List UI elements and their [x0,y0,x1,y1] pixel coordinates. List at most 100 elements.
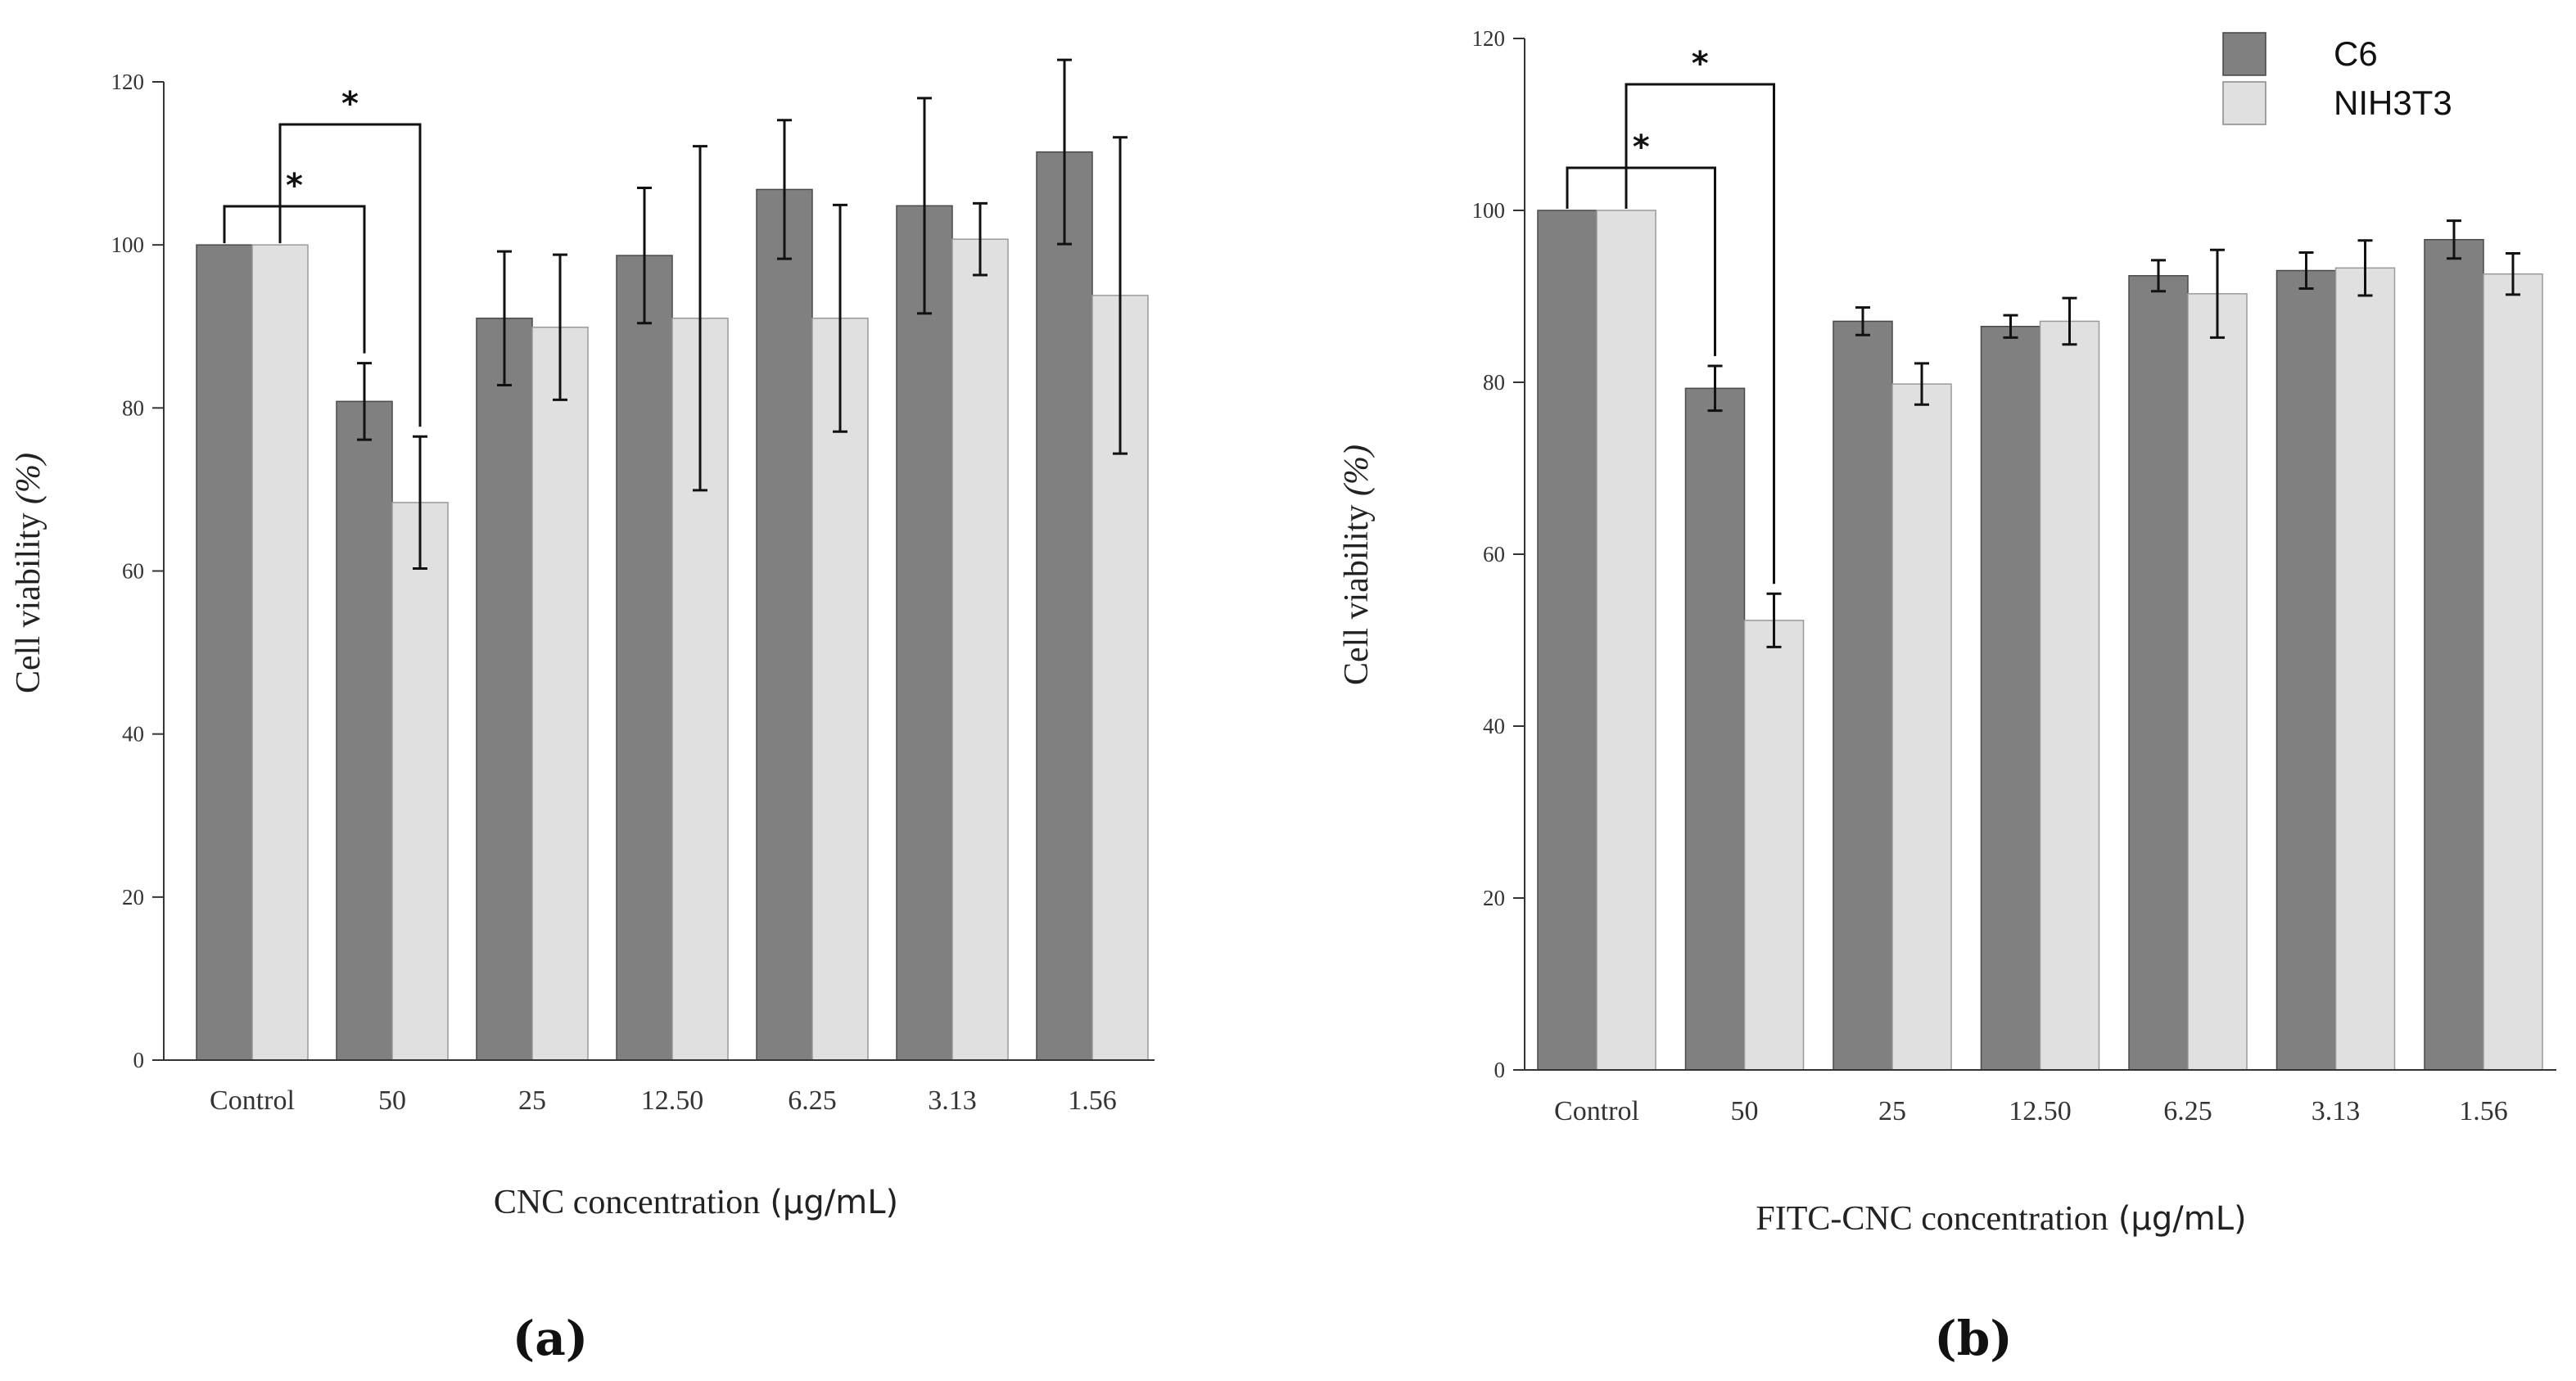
panel-a-bar-c6-3.13 [896,205,953,1061]
panel-b-y-tick-label: 0 [1494,1058,1506,1082]
panel-a-bar-nih3t3-50 [391,502,449,1061]
panel-a-error-bar [1057,58,1072,246]
panel-a-error-bar [497,250,512,386]
panel-b-bar-nih3t3-12.50 [2039,320,2100,1071]
panel-b-bar-c6-Control [1537,210,1598,1071]
panel-b-significance: ** [1566,45,1775,584]
panel-a-bar-c6-12.50 [616,255,673,1061]
panel-a-bar-nih3t3-3.13 [951,238,1009,1061]
panel-a-x-tick-label: 6.25 [788,1085,837,1116]
panel-a-error-bar [357,362,372,441]
panel-b-significance-bracket: * [1566,129,1716,357]
panel-b-error-bar [1707,364,1723,413]
panel-a-label: (a) [513,1311,588,1366]
panel-b-significance-star: * [1692,45,1709,83]
panel-b-error-bars [1707,219,2520,648]
panel-b-bars [1537,210,2543,1071]
panel-b-error-bar [2506,252,2520,296]
panel-a-y-ticks: 0 20 40 60 80 100 120 [111,70,164,1072]
panel-a-significance: ** [223,85,422,427]
panel-b-bar-c6-6.25 [2128,275,2189,1071]
panel-a-y-tick-label: 80 [122,395,144,420]
panel-b-bar-c6-3.13 [2275,269,2337,1071]
panel-b-error-bar [1855,306,1870,336]
panel-a-error-bar [973,201,987,277]
panel-a-error-bar [917,97,932,315]
panel-b-bar-c6-25 [1833,320,1893,1071]
panel-a-x-tick-label: Control [210,1085,295,1116]
panel-b-significance-star: * [1633,129,1650,166]
panel-b-x-axis-label: FITC-CNC concentration (µg/mL) [1756,1200,2246,1238]
panel-a-significance-star: * [286,167,303,205]
panel-a-error-bar [1113,136,1128,455]
panel-b-bar-nih3t3-25 [1891,383,1952,1071]
panel-a-y-tick-label: 20 [122,885,144,909]
panel-a-significance-star: * [341,85,359,123]
panel-a-y-tick-label: 100 [111,232,145,257]
legend-swatch-nih3t3 [2222,81,2266,125]
panel-b-error-bar [2357,239,2373,297]
panel-a-error-bar [637,186,652,325]
legend: C6 NIH3T3 [2222,32,2452,125]
panel-a-x-tick-label: 1.56 [1068,1085,1117,1116]
panel-b-bar-nih3t3-50 [1743,620,1805,1071]
panel-a-bar-c6-25 [476,318,533,1061]
panel-a-significance-bracket: * [223,167,366,354]
panel-b-y-tick-label: 120 [1472,26,1506,51]
panel-a-x-tick-label: 12.50 [641,1085,704,1116]
panel-a-bar-nih3t3-Control [251,244,309,1061]
panel-a-error-bar [693,145,707,492]
panel-a-x-tick-label: 3.13 [928,1085,977,1116]
panel-b-y-axis-label: Cell viability (%) [1338,445,1376,685]
panel-b-x-tick-label: 1.56 [2459,1096,2508,1126]
panel-a-y-axis-label: Cell viability (%) [10,453,47,693]
panel-b-x-tick-label: 6.25 [2163,1096,2212,1126]
panel-b-bar-nih3t3-Control [1596,210,1656,1071]
panel-b-y-tick-label: 40 [1483,714,1505,738]
panel-a-bar-nih3t3-6.25 [811,318,869,1061]
panel-a-y-tick-label: 60 [122,559,144,584]
legend-label-nih3t3: NIH3T3 [2334,83,2452,122]
panel-b-x-ticks: Control 50 25 12.50 6.25 3.13 1.56 [1554,1096,2508,1126]
panel-a-y-tick-label: 0 [133,1048,145,1072]
panel-b-y-tick-label: 20 [1483,886,1505,910]
panel-a-error-bar [777,119,792,260]
panel-b-bar-c6-1.56 [2424,238,2484,1071]
panel-b-label: (b) [1934,1311,2012,1366]
panel-b-x-tick-label: Control [1554,1096,1639,1126]
panel-b-error-bar [2062,296,2077,346]
panel-a-error-bar [553,253,567,401]
panel-a-error-bar [413,435,427,571]
panel-a-x-tick-label: 50 [378,1085,406,1116]
panel-a-bar-c6-1.56 [1036,151,1093,1061]
panel-b-bar-nih3t3-1.56 [2483,273,2543,1071]
panel-b-y-tick-label: 60 [1483,542,1505,566]
panel-b-x-tick-label: 50 [1731,1096,1759,1126]
panel-a-bars [196,151,1149,1061]
panel-a-error-bar [833,203,847,433]
panel-b-bar-nih3t3-6.25 [2187,293,2248,1071]
panel-b-y-tick-label: 80 [1483,370,1505,395]
panel-a-bar-c6-50 [336,400,393,1061]
panel-a-x-axis-label: CNC concentration (µg/mL) [494,1184,898,1221]
panel-b-x-tick-label: 12.50 [2009,1096,2072,1126]
panel-a-bar-c6-6.25 [756,188,813,1061]
panel-a-y-tick-label: 120 [111,70,145,94]
panel-b-x-tick-label: 25 [1878,1096,1906,1126]
panel-b-error-bar [2151,259,2166,293]
panel-b-error-bar [2447,219,2461,260]
panel-b-error-bar [1914,362,1929,406]
panel-b-y-ticks: 0 20 40 60 80 100 120 [1472,26,1525,1082]
panel-b-bar-c6-12.50 [1980,326,2041,1071]
panel-b-y-tick-label: 100 [1472,198,1506,223]
panel-b-bar-c6-50 [1684,387,1746,1071]
panel-a-bar-c6-Control [196,244,253,1061]
legend-swatch-c6 [2222,32,2266,76]
legend-label-c6: C6 [2334,34,2378,73]
panel-b-significance-bracket: * [1625,45,1775,584]
panel-b-error-bar [2003,314,2018,339]
panel-a-x-ticks: Control 50 25 12.50 6.25 3.13 1.56 [210,1085,1117,1116]
